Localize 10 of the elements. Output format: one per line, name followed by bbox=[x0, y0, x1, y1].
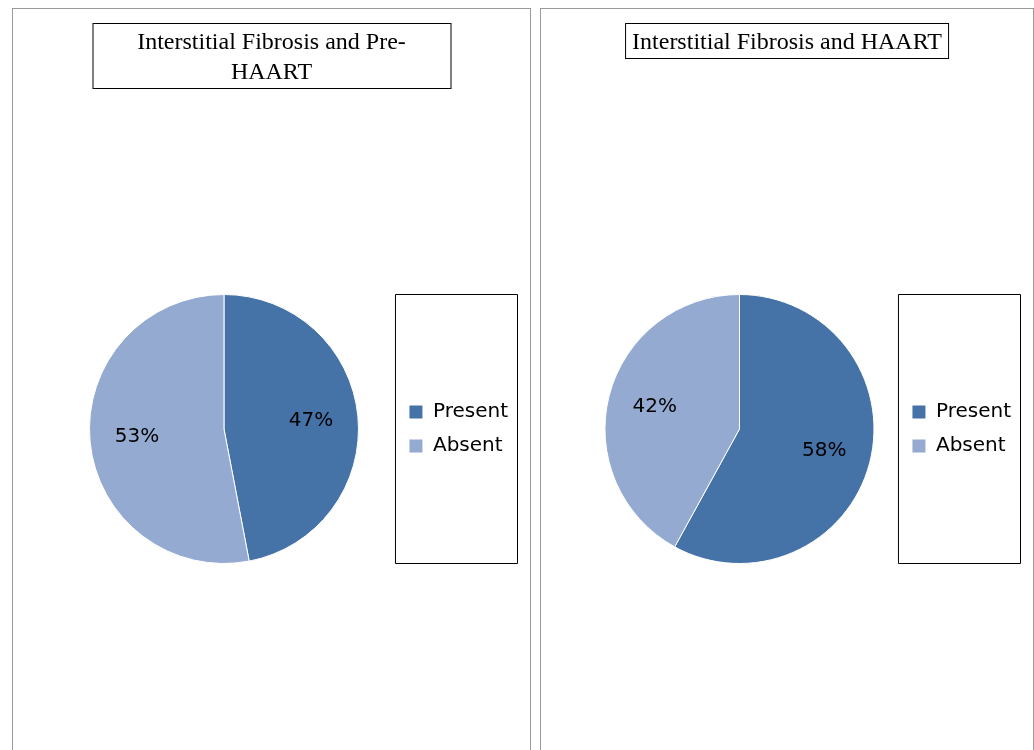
legend-label: Absent bbox=[935, 432, 1006, 457]
legend-label: Present bbox=[432, 398, 509, 423]
legend-label: Present bbox=[935, 398, 1012, 423]
data-label: 53% bbox=[114, 423, 160, 448]
data-label: 47% bbox=[288, 406, 334, 431]
chart-title: Interstitial Fibrosis and Pre-HAART bbox=[92, 23, 451, 89]
data-label: 58% bbox=[801, 436, 847, 461]
data-label: 42% bbox=[632, 393, 678, 418]
legend-label: Absent bbox=[432, 432, 503, 457]
chart-title: Interstitial Fibrosis and HAART bbox=[625, 23, 949, 59]
